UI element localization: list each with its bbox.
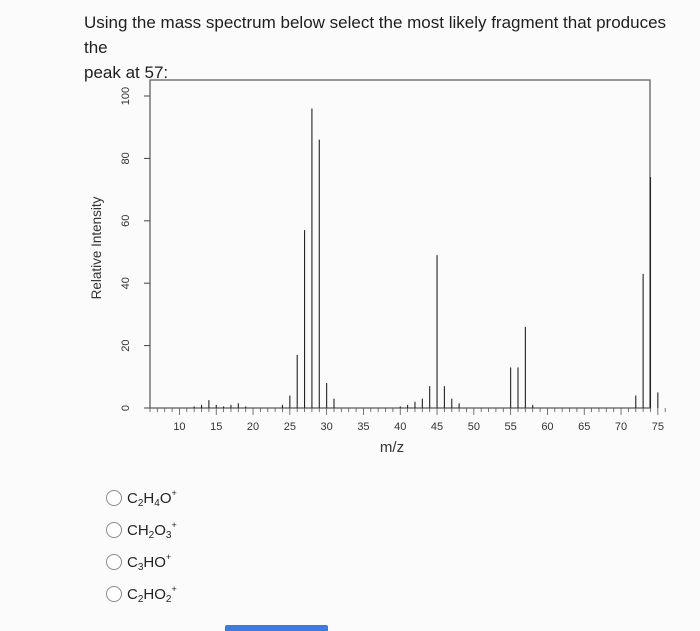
y-tick-label: 80 xyxy=(120,152,132,164)
y-tick-label: 40 xyxy=(120,277,132,289)
x-tick-label: 25 xyxy=(284,421,296,433)
answer-option-3[interactable]: C3HO+ xyxy=(106,546,177,578)
x-tick-label: 35 xyxy=(357,421,369,433)
y-axis-label: Relative Intensity xyxy=(89,196,104,299)
y-tick-label: 0 xyxy=(120,405,132,411)
answer-option-label: C3HO+ xyxy=(127,551,172,573)
question-line-2: peak at 57: xyxy=(84,63,169,82)
answer-option-label: CH2O3+ xyxy=(127,519,177,541)
x-tick-label: 10 xyxy=(173,421,185,433)
answer-options: C2H4O+ CH2O3+ C3HO+ C2HO2+ xyxy=(106,482,177,610)
x-tick-label: 15 xyxy=(210,421,222,433)
y-tick-label: 60 xyxy=(120,215,132,227)
x-tick-label: 75 xyxy=(652,421,664,433)
x-tick-label: 45 xyxy=(431,421,443,433)
x-tick-label: 40 xyxy=(394,421,406,433)
x-tick-label: 60 xyxy=(541,421,553,433)
radio-button[interactable] xyxy=(106,554,122,570)
x-tick-label: 20 xyxy=(247,421,259,433)
radio-button[interactable] xyxy=(106,586,122,602)
x-tick-label: 50 xyxy=(468,421,480,433)
answer-option-label: C2H4O+ xyxy=(127,487,177,509)
y-tick-label: 20 xyxy=(120,339,132,351)
mass-spectrum-chart: Relative Intensity m/z 0 20 40 60 80 100 10 15 2… xyxy=(89,79,666,456)
answer-option-2[interactable]: CH2O3+ xyxy=(106,514,177,546)
question-line-1: Using the mass spectrum below select the… xyxy=(84,13,667,57)
answer-option-label: C2HO2+ xyxy=(127,583,177,605)
x-tick-label: 65 xyxy=(578,421,590,433)
question-text: Using the mass spectrum below select the… xyxy=(84,10,684,85)
x-tick-label: 55 xyxy=(505,421,517,433)
bottom-scroll-indicator xyxy=(225,625,328,631)
radio-button[interactable] xyxy=(106,490,122,506)
radio-button[interactable] xyxy=(106,522,122,538)
x-tick-label: 30 xyxy=(321,421,333,433)
answer-option-1[interactable]: C2H4O+ xyxy=(106,482,177,514)
y-tick-label: 100 xyxy=(120,87,132,105)
x-axis-label: m/z xyxy=(380,439,404,456)
x-tick-label: 70 xyxy=(615,421,627,433)
answer-option-4[interactable]: C2HO2+ xyxy=(106,578,177,610)
plot-frame xyxy=(149,79,651,409)
